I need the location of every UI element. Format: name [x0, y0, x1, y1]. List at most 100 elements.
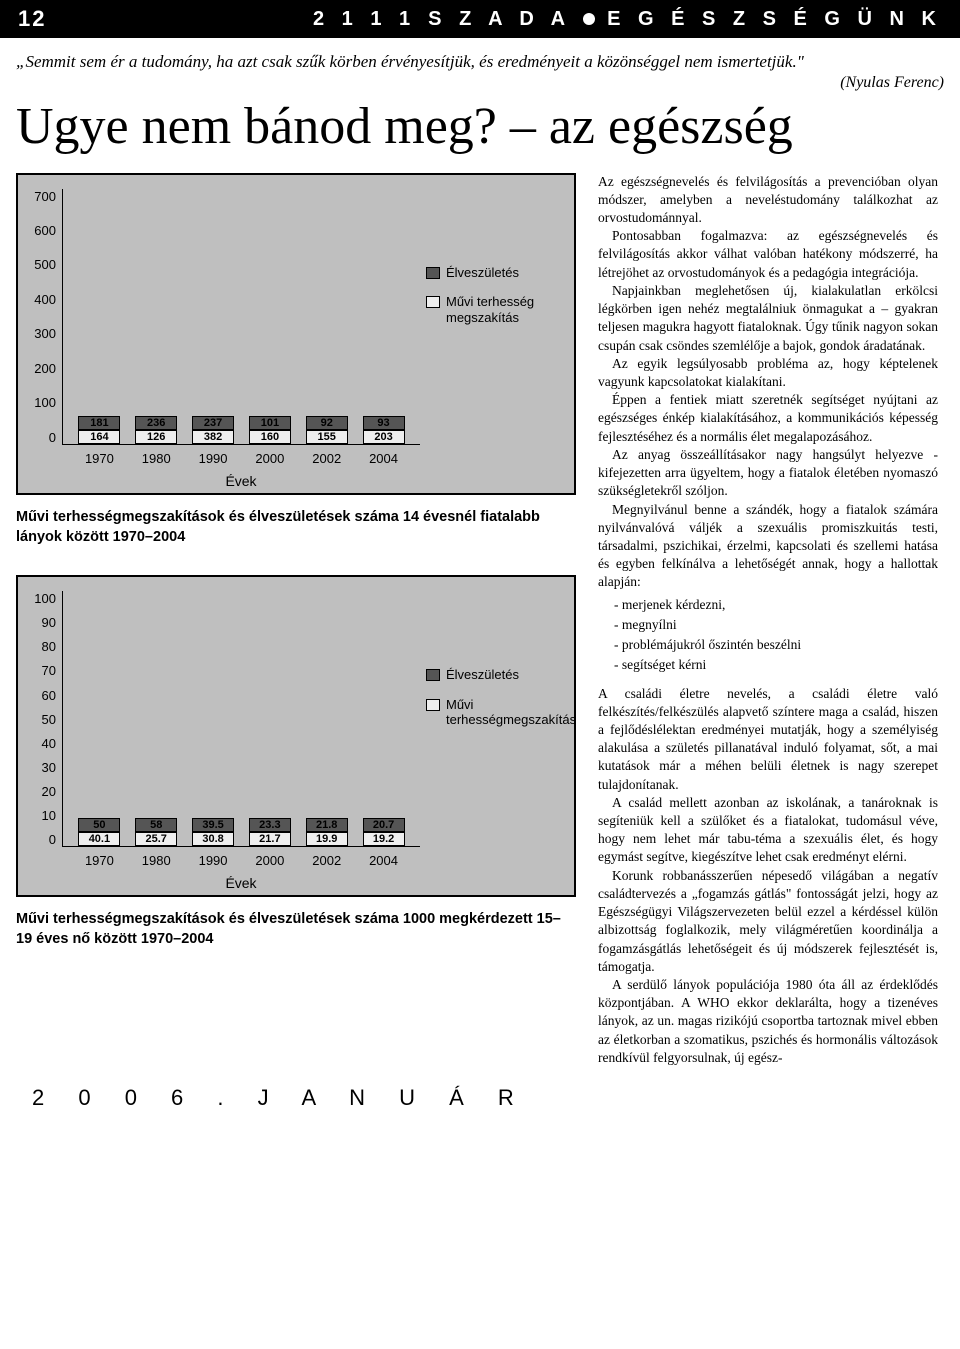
bar-segment-dark: 101	[249, 416, 291, 430]
y-tick: 300	[34, 326, 56, 341]
y-tick: 80	[42, 639, 56, 654]
bar-group: 23.321.72000	[249, 818, 291, 846]
footer-date: 2 0 0 6 . J A N U Á R	[16, 1085, 944, 1111]
right-column: Az egészségnevelés és felvilágosítás a p…	[598, 173, 938, 1068]
bar-segment-light: 382	[192, 430, 234, 444]
bar-segment-dark: 50	[78, 818, 120, 832]
legend-item: Művi terhesség megszakítás	[426, 294, 566, 325]
legend-label: Élveszületés	[446, 265, 519, 281]
y-tick: 0	[49, 832, 56, 847]
header-bar: 12 2 1 1 1 S Z A D A E G É S Z S É G Ü N…	[0, 0, 960, 38]
legend-swatch-dark	[426, 267, 440, 279]
bullet-item: - megnyílni	[614, 616, 938, 634]
chart2-x-title: Évek	[22, 875, 420, 891]
legend-item: Élveszületés	[426, 667, 566, 683]
header-title-right: E G É S Z S É G Ü N K	[607, 8, 942, 31]
legend-swatch-light	[426, 296, 440, 308]
legend-swatch-light	[426, 699, 440, 711]
bar-group: 1011602000	[249, 416, 291, 444]
bar-segment-dark: 23.3	[249, 818, 291, 832]
body-p: A család mellett azonban az iskolának, a…	[598, 794, 938, 867]
quote-attr: (Nyulas Ferenc)	[16, 74, 944, 92]
chart1-frame: 7006005004003002001000 18116419702361261…	[16, 173, 576, 495]
bar-segment-dark: 181	[78, 416, 120, 430]
y-tick: 20	[42, 784, 56, 799]
chart1-x-title: Évek	[22, 473, 420, 489]
bar-segment-dark: 39.5	[192, 818, 234, 832]
bar-segment-light: 164	[78, 430, 120, 444]
bar-x-label: 1980	[135, 451, 177, 466]
y-tick: 500	[34, 257, 56, 272]
bar-group: 21.819.92002	[306, 818, 348, 846]
y-tick: 30	[42, 760, 56, 775]
bar-segment-dark: 58	[135, 818, 177, 832]
content: „Semmit sem ér a tudomány, ha azt csak s…	[0, 38, 960, 1131]
headline: Ugye nem bánod meg? – az egészség	[16, 100, 944, 155]
chart2-legend: Élveszületés Művi terhességmegszakítás	[426, 667, 566, 742]
bar-segment-light: 21.7	[249, 832, 291, 846]
bar-segment-dark: 92	[306, 416, 348, 430]
page-number: 12	[18, 6, 46, 32]
y-tick: 70	[42, 663, 56, 678]
bar-segment-light: 160	[249, 430, 291, 444]
legend-item: Művi terhességmegszakítás	[426, 697, 566, 728]
bar-x-label: 1980	[135, 853, 177, 868]
bar-x-label: 2004	[363, 853, 405, 868]
legend-label: Művi terhesség megszakítás	[446, 294, 566, 325]
chart1-caption: Művi terhességmegszakítások és élveszüle…	[16, 507, 576, 548]
bar-x-label: 2000	[249, 451, 291, 466]
chart2-caption: Művi terhességmegszakítások és élveszüle…	[16, 909, 576, 950]
bar-segment-light: 155	[306, 430, 348, 444]
bar-x-label: 1990	[192, 451, 234, 466]
bar-x-label: 2004	[363, 451, 405, 466]
bar-segment-dark: 21.8	[306, 818, 348, 832]
body-p: Az anyag összeállításakor nagy hangsúlyt…	[598, 446, 938, 501]
y-tick: 50	[42, 712, 56, 727]
bar-segment-dark: 237	[192, 416, 234, 430]
bar-group: 5825.71980	[135, 818, 177, 846]
y-tick: 400	[34, 292, 56, 307]
y-tick: 600	[34, 223, 56, 238]
y-tick: 40	[42, 736, 56, 751]
y-tick: 700	[34, 189, 56, 204]
bar-segment-dark: 20.7	[363, 818, 405, 832]
bar-group: 2361261980	[135, 416, 177, 444]
y-tick: 60	[42, 688, 56, 703]
header-title: 2 1 1 1 S Z A D A E G É S Z S É G Ü N K	[313, 8, 942, 31]
bar-group: 2373821990	[192, 416, 234, 444]
quote-block: „Semmit sem ér a tudomány, ha azt csak s…	[16, 52, 944, 92]
chart2-plot: 5040.11970 5825.71980 39.530.81990 23.321.7…	[62, 591, 420, 847]
bar-group: 39.530.81990	[192, 818, 234, 846]
chart1-y-axis: 7006005004003002001000	[22, 189, 62, 469]
bar-group: 20.719.22004	[363, 818, 405, 846]
bar-x-label: 1990	[192, 853, 234, 868]
chart1-legend: Élveszületés Művi terhesség megszakítás	[426, 265, 566, 340]
bar-segment-light: 126	[135, 430, 177, 444]
body-p: Az egészségnevelés és felvilágosítás a p…	[598, 173, 938, 228]
bar-segment-dark: 93	[363, 416, 405, 430]
bar-x-label: 2002	[306, 853, 348, 868]
legend-swatch-dark	[426, 669, 440, 681]
y-tick: 90	[42, 615, 56, 630]
bar-group: 921552002	[306, 416, 348, 444]
legend-label: Művi terhességmegszakítás	[446, 697, 566, 728]
body-p: Éppen a fentiek miatt szeretnék segítség…	[598, 391, 938, 446]
bullet-icon	[583, 13, 595, 25]
bar-group: 1811641970	[78, 416, 120, 444]
body-p: Megnyilvánul benne a szándék, hogy a fia…	[598, 501, 938, 592]
quote-text: „Semmit sem ér a tudomány, ha azt csak s…	[16, 52, 944, 72]
chart2-frame: 1009080706050403020100 5040.119705825.71…	[16, 575, 576, 897]
bar-segment-light: 19.2	[363, 832, 405, 846]
bar-segment-light: 40.1	[78, 832, 120, 846]
chart1-plot: 1811641970 2361261980 2373821990 1011602000…	[62, 189, 420, 445]
bullet-list: - merjenek kérdezni, - megnyílni - probl…	[614, 596, 938, 675]
body-p: Pontosabban fogalmazva: az egészségnevel…	[598, 227, 938, 282]
bar-x-label: 1970	[78, 853, 120, 868]
bullet-item: - merjenek kérdezni,	[614, 596, 938, 614]
bar-segment-light: 203	[363, 430, 405, 444]
bar-group: 5040.11970	[78, 818, 120, 846]
bar-segment-dark: 236	[135, 416, 177, 430]
legend-item: Élveszületés	[426, 265, 566, 281]
y-tick: 0	[49, 430, 56, 445]
y-tick: 100	[34, 591, 56, 606]
